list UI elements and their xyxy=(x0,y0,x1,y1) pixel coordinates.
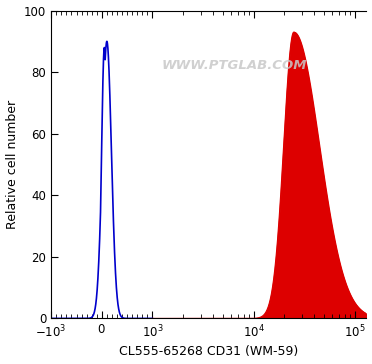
X-axis label: CL555-65268 CD31 (WM-59): CL555-65268 CD31 (WM-59) xyxy=(119,345,298,359)
Text: WWW.PTGLAB.COM: WWW.PTGLAB.COM xyxy=(161,59,307,72)
Y-axis label: Relative cell number: Relative cell number xyxy=(6,100,19,229)
